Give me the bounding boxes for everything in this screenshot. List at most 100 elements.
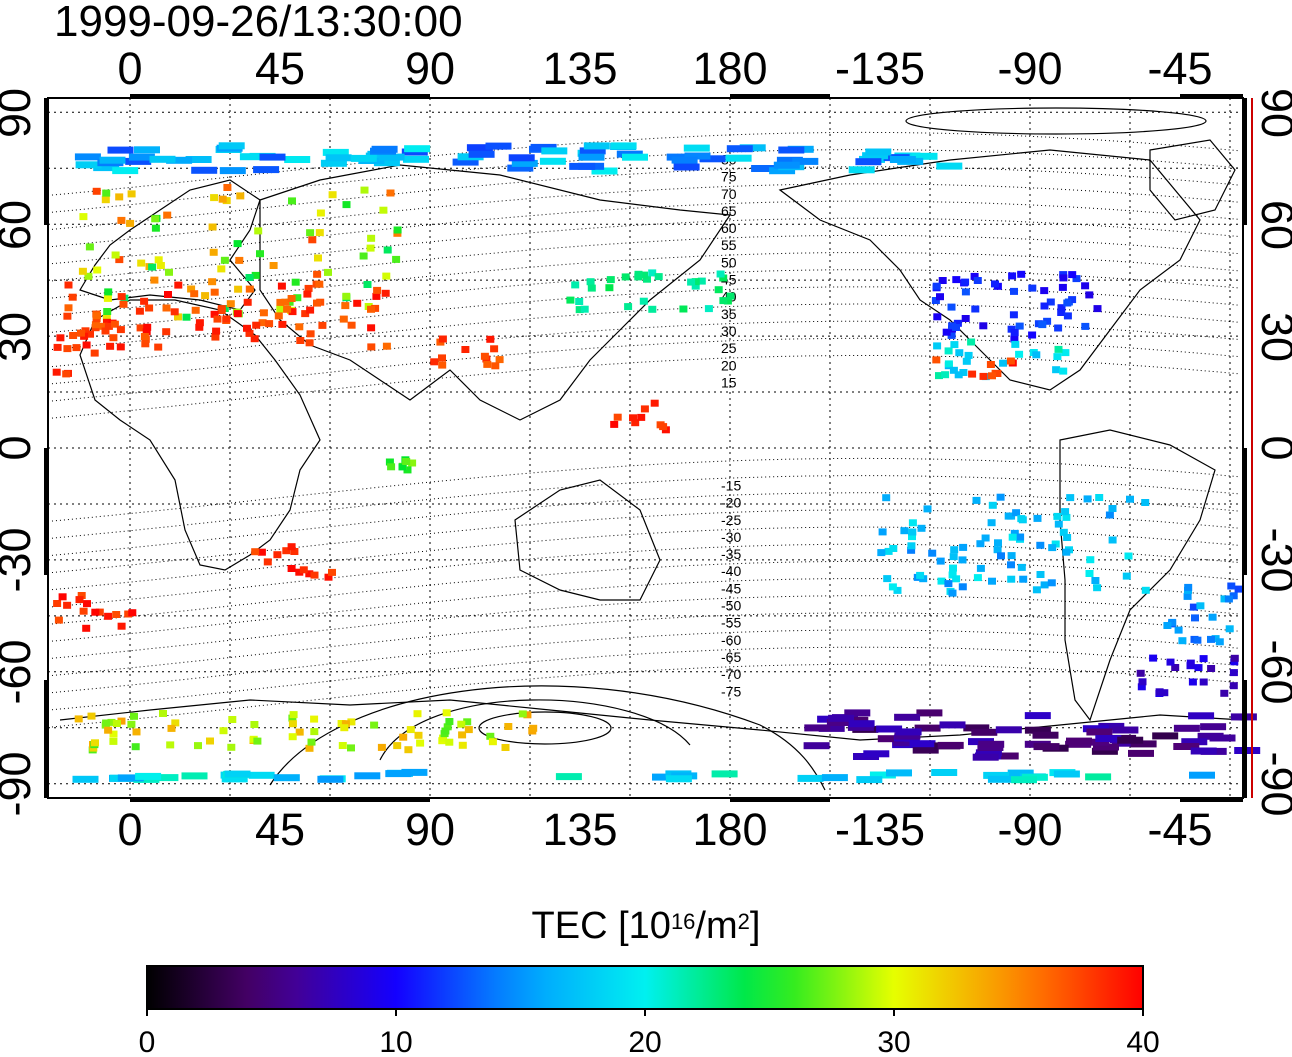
tec-point [973, 277, 982, 284]
tec-point [778, 146, 805, 154]
tec-point [167, 724, 176, 732]
tec-point [383, 246, 392, 254]
tec-point [58, 593, 67, 601]
tec-point [62, 370, 71, 378]
tec-point [273, 774, 300, 782]
tec-point [606, 276, 615, 284]
tec-point [1036, 541, 1045, 549]
tec-point [931, 297, 940, 304]
tec-point [1199, 678, 1208, 686]
top-lon-tick-label: -90 [997, 43, 1062, 94]
tec-point [234, 285, 243, 293]
tec-point [1188, 712, 1215, 720]
colorbar-tick-label: 20 [628, 1026, 661, 1057]
tec-point [385, 458, 394, 466]
tec-point [1010, 529, 1019, 537]
tec-point [848, 166, 875, 174]
tec-point [259, 153, 286, 161]
tec-point [77, 592, 86, 599]
tec-point [367, 305, 375, 313]
tec-point [1098, 722, 1125, 730]
tec-point [889, 545, 898, 552]
tec-point [293, 294, 302, 302]
tec-point [154, 343, 163, 351]
tec-point [583, 142, 610, 150]
tec-point [981, 534, 990, 542]
tec-point [480, 352, 489, 360]
bottom-lon-tick-label: 180 [692, 804, 767, 855]
tec-point [1160, 689, 1169, 697]
tec-point [916, 571, 925, 579]
tec-point [916, 709, 943, 717]
tec-point [933, 342, 942, 350]
tec-point [1032, 351, 1041, 359]
tec-point [1033, 743, 1060, 751]
tec-point [586, 278, 595, 286]
tec-point [486, 335, 495, 343]
tec-point [877, 735, 904, 743]
tec-point [571, 281, 580, 289]
tec-point [1086, 728, 1113, 736]
tec-point [414, 731, 423, 739]
tec-point [936, 557, 945, 565]
tec-point [726, 145, 753, 153]
tec-point [1007, 575, 1016, 583]
tec-point [1091, 577, 1100, 584]
tec-point [109, 730, 118, 738]
tec-point [295, 323, 304, 331]
tec-point [452, 158, 479, 166]
tec-point [151, 215, 160, 223]
tec-point [1004, 512, 1013, 520]
tec-point [74, 715, 83, 723]
tec-point [213, 315, 222, 323]
top-frame-bar [1180, 94, 1243, 99]
tec-point [367, 324, 376, 332]
tec-point [941, 371, 950, 379]
tec-point [104, 288, 113, 296]
tec-point [1052, 366, 1061, 374]
colorbar-tick-label: 30 [877, 1026, 910, 1057]
mag-lat-label: 50 [721, 254, 737, 270]
tec-point [159, 710, 167, 717]
tec-point [149, 155, 176, 163]
tec-point [862, 152, 889, 160]
tec-point [1038, 321, 1047, 329]
tec-point [959, 543, 968, 551]
tec-point [287, 295, 296, 302]
tec-point [287, 543, 296, 551]
tec-point [1012, 509, 1021, 517]
tec-point [220, 256, 229, 264]
tec-point [963, 724, 990, 732]
tec-point [1163, 622, 1172, 629]
tec-point [201, 292, 210, 300]
tec-point [958, 556, 967, 564]
tec-point [1141, 586, 1150, 594]
tec-point [338, 742, 347, 749]
tec-point [622, 153, 648, 161]
tec-point [723, 297, 732, 305]
tec-point [826, 719, 853, 726]
tec-point [508, 154, 535, 162]
tec-point [134, 146, 160, 154]
tec-point [863, 750, 890, 758]
tec-point [882, 494, 891, 502]
tec-point [959, 369, 968, 376]
tec-point [117, 774, 144, 782]
bottom-lon-tick-label: -90 [997, 804, 1062, 855]
right-frame-bar [1242, 98, 1247, 225]
right-lat-tick-label: 90 [1252, 88, 1292, 138]
tec-point [1081, 282, 1090, 290]
tec-point [610, 420, 619, 428]
tec-point [64, 304, 73, 312]
tec-point [1085, 570, 1094, 577]
tec-point [52, 368, 61, 376]
tec-point [937, 741, 964, 749]
tec-point [1191, 614, 1199, 622]
tec-point [393, 742, 402, 750]
tec-point [654, 273, 663, 281]
tec-point [1209, 734, 1236, 742]
tec-point [373, 286, 382, 294]
tec-point [1053, 512, 1062, 520]
tec-point [141, 340, 150, 348]
tec-point [578, 153, 605, 161]
